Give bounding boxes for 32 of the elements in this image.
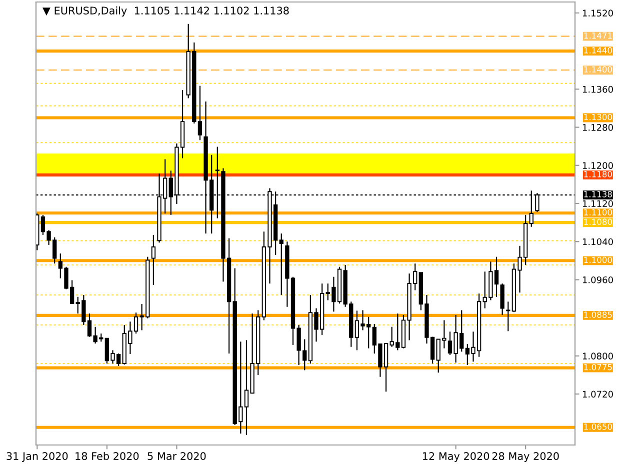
- ref-line-label: 1.0775: [584, 364, 612, 370]
- y-tick-label: 1.1520: [582, 10, 613, 17]
- x-tick-label: 12 May 2020: [422, 452, 490, 462]
- ref-line-label: 1.1471: [584, 32, 612, 39]
- x-tick-label: 5 Mar 2020: [148, 452, 206, 460]
- y-tick-label: 1.0800: [582, 352, 613, 360]
- ref-line-label: 1.1440: [584, 47, 612, 54]
- x-tick-label: 31 Jan 2020: [6, 452, 68, 462]
- y-tick-label: 1.1040: [582, 238, 613, 246]
- x-tick-label: 28 May 2020: [492, 452, 559, 462]
- y-tick-label: 1.0720: [582, 390, 613, 398]
- ref-line-label: 1.1080: [584, 218, 612, 225]
- candlestick: [500, 282, 504, 316]
- candlestick: [151, 234, 156, 286]
- candlestick: [279, 232, 284, 296]
- ref-line-label: 1.0650: [584, 423, 612, 430]
- y-tick-label: 1.1200: [582, 162, 613, 169]
- y-tick-label: 1.1120: [582, 200, 613, 208]
- ref-line-label: 1.0885: [584, 312, 612, 318]
- ref-line-label: 1.1100: [584, 209, 612, 216]
- chart-title: ▼ EURUSD,Daily 1.1105 1.1142 1.1102 1.1138: [42, 6, 289, 17]
- ref-line-label: 1.1180: [584, 171, 612, 178]
- ref-line-label: 1.1300: [584, 114, 612, 120]
- ref-line-label: 1.1400: [584, 66, 612, 73]
- y-tick-label: 1.1280: [582, 124, 613, 131]
- y-tick-label: 1.1360: [582, 86, 613, 93]
- x-tick-label: 18 Feb 2020: [76, 452, 139, 460]
- candlestick: [198, 85, 202, 141]
- candlestick: [506, 301, 510, 332]
- ref-line-label: 1.1138: [584, 191, 612, 198]
- y-tick-label: 1.0960: [582, 276, 613, 284]
- ref-line-label: 1.1000: [584, 256, 612, 264]
